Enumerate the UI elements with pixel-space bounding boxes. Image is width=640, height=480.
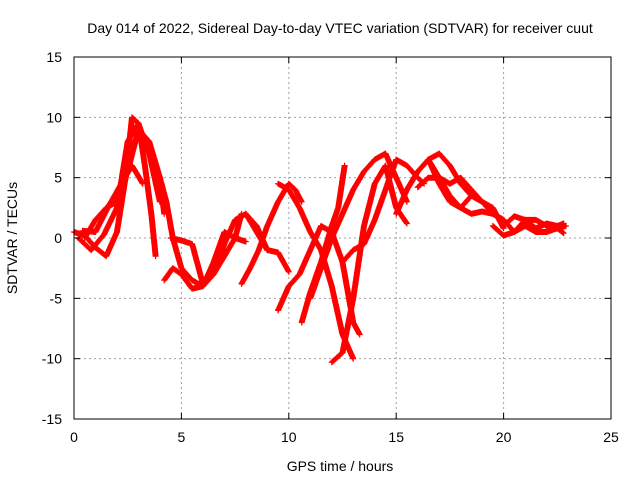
y-tick-label: 0 <box>54 230 62 246</box>
series-track-15 <box>328 162 410 366</box>
series-track-4 <box>79 162 146 235</box>
scatter-marks <box>339 156 428 266</box>
y-tick-label: -10 <box>42 351 62 367</box>
series-track-9 <box>242 210 292 275</box>
x-tick-label: 10 <box>281 429 297 445</box>
x-tick-label: 0 <box>70 429 78 445</box>
scatter-marks <box>79 162 146 235</box>
x-tick-label: 25 <box>603 429 619 445</box>
y-tick-label: 15 <box>46 49 62 65</box>
y-tick-label: -5 <box>50 290 63 306</box>
scatter-marks <box>242 210 292 275</box>
x-tick-label: 5 <box>178 429 186 445</box>
x-tick-label: 15 <box>388 429 404 445</box>
y-tick-label: 5 <box>54 170 62 186</box>
scatter-marks <box>500 213 567 232</box>
scatter-marks <box>328 162 410 366</box>
scatter-marks <box>307 150 410 302</box>
chart-title: Day 014 of 2022, Sidereal Day-to-day VTE… <box>87 20 593 36</box>
x-tick-label: 20 <box>496 429 512 445</box>
axis-ticks: 0 5 10 15 20 25 -15 -10 -5 0 5 10 15 <box>42 49 619 445</box>
y-tick-label: 10 <box>46 109 62 125</box>
series-track-13 <box>307 150 410 302</box>
series-track-21 <box>500 213 567 232</box>
series-track-14 <box>339 156 428 266</box>
y-tick-label: -15 <box>42 411 62 427</box>
x-axis-label: GPS time / hours <box>287 458 394 474</box>
y-axis-label: SDTVAR / TECUs <box>4 182 20 294</box>
data-points <box>71 114 569 366</box>
